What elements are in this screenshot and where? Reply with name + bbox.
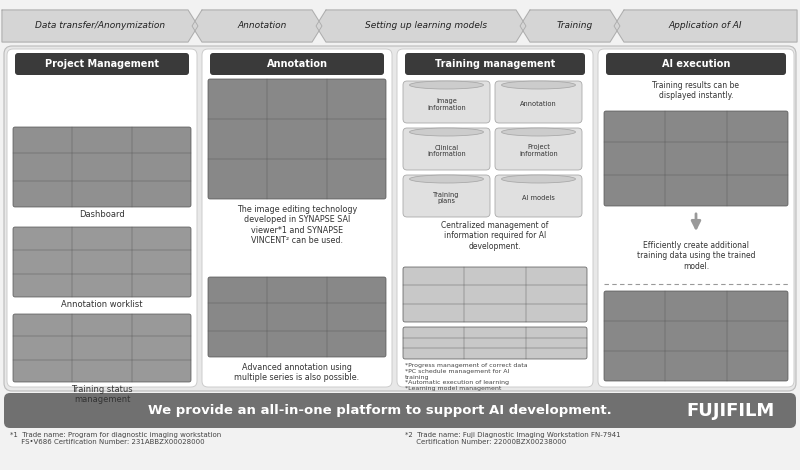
Text: The image editing technology
developed in SYNAPSE SAI
viewer*1 and SYNAPSE
VINCE: The image editing technology developed i… [237, 205, 357, 245]
Text: Training management: Training management [435, 59, 555, 69]
FancyBboxPatch shape [403, 81, 490, 123]
Text: Application of AI: Application of AI [669, 22, 742, 31]
Text: Training
plans: Training plans [434, 191, 460, 204]
FancyBboxPatch shape [495, 128, 582, 170]
FancyBboxPatch shape [13, 314, 191, 382]
Text: Project
information: Project information [519, 144, 558, 157]
FancyBboxPatch shape [598, 49, 794, 387]
Text: AI execution: AI execution [662, 59, 730, 69]
Text: Centralized management of
information required for AI
development.: Centralized management of information re… [442, 221, 549, 251]
Text: FUJIFILM: FUJIFILM [686, 401, 774, 420]
Text: Setting up learning models: Setting up learning models [365, 22, 487, 31]
FancyBboxPatch shape [403, 267, 587, 322]
Text: *1  Trade name: Program for diagnostic imaging workstation
     FS•V686 Certific: *1 Trade name: Program for diagnostic im… [10, 432, 222, 445]
FancyBboxPatch shape [604, 111, 788, 206]
FancyBboxPatch shape [4, 393, 796, 428]
FancyBboxPatch shape [604, 291, 788, 381]
Polygon shape [192, 10, 322, 42]
Ellipse shape [410, 81, 483, 89]
Text: *2  Trade name: Fuji Diagnostic Imaging Workstation FN-7941
     Certification N: *2 Trade name: Fuji Diagnostic Imaging W… [405, 432, 621, 445]
Ellipse shape [502, 128, 575, 136]
FancyBboxPatch shape [15, 53, 189, 75]
FancyBboxPatch shape [403, 128, 490, 170]
Text: Training: Training [557, 22, 593, 31]
FancyBboxPatch shape [13, 127, 191, 207]
FancyBboxPatch shape [4, 46, 796, 391]
Polygon shape [614, 10, 797, 42]
Text: Training status
management: Training status management [71, 385, 133, 404]
Text: Efficiently create additional
training data using the trained
model.: Efficiently create additional training d… [637, 241, 755, 271]
Polygon shape [2, 10, 198, 42]
FancyBboxPatch shape [397, 49, 593, 387]
Text: Advanced annotation using
multiple series is also possible.: Advanced annotation using multiple serie… [234, 363, 359, 383]
Ellipse shape [502, 81, 575, 89]
FancyBboxPatch shape [495, 81, 582, 123]
Ellipse shape [502, 175, 575, 183]
FancyBboxPatch shape [210, 53, 384, 75]
Text: AI models: AI models [522, 195, 555, 201]
Ellipse shape [410, 128, 483, 136]
Text: Training results can be
displayed instantly.: Training results can be displayed instan… [653, 81, 739, 101]
Polygon shape [520, 10, 620, 42]
FancyBboxPatch shape [606, 53, 786, 75]
Text: Dashboard: Dashboard [79, 210, 125, 219]
FancyBboxPatch shape [405, 53, 585, 75]
FancyBboxPatch shape [208, 79, 386, 199]
Text: Annotation: Annotation [520, 101, 557, 107]
Text: Clinical
information: Clinical information [427, 144, 466, 157]
Ellipse shape [410, 175, 483, 183]
Text: Annotation: Annotation [266, 59, 327, 69]
Text: Annotation worklist: Annotation worklist [62, 300, 142, 309]
FancyBboxPatch shape [208, 277, 386, 357]
Text: *Progress management of correct data
*PC schedule management for AI
training
*Au: *Progress management of correct data *PC… [405, 363, 528, 391]
Text: Image
information: Image information [427, 97, 466, 110]
FancyBboxPatch shape [403, 327, 587, 359]
FancyBboxPatch shape [7, 49, 197, 387]
Polygon shape [316, 10, 526, 42]
Text: Annotation: Annotation [238, 22, 286, 31]
Text: Data transfer/Anonymization: Data transfer/Anonymization [35, 22, 165, 31]
FancyBboxPatch shape [403, 175, 490, 217]
Text: We provide an all-in-one platform to support AI development.: We provide an all-in-one platform to sup… [148, 404, 612, 417]
Text: Project Management: Project Management [45, 59, 159, 69]
FancyBboxPatch shape [202, 49, 392, 387]
FancyBboxPatch shape [495, 175, 582, 217]
FancyBboxPatch shape [13, 227, 191, 297]
